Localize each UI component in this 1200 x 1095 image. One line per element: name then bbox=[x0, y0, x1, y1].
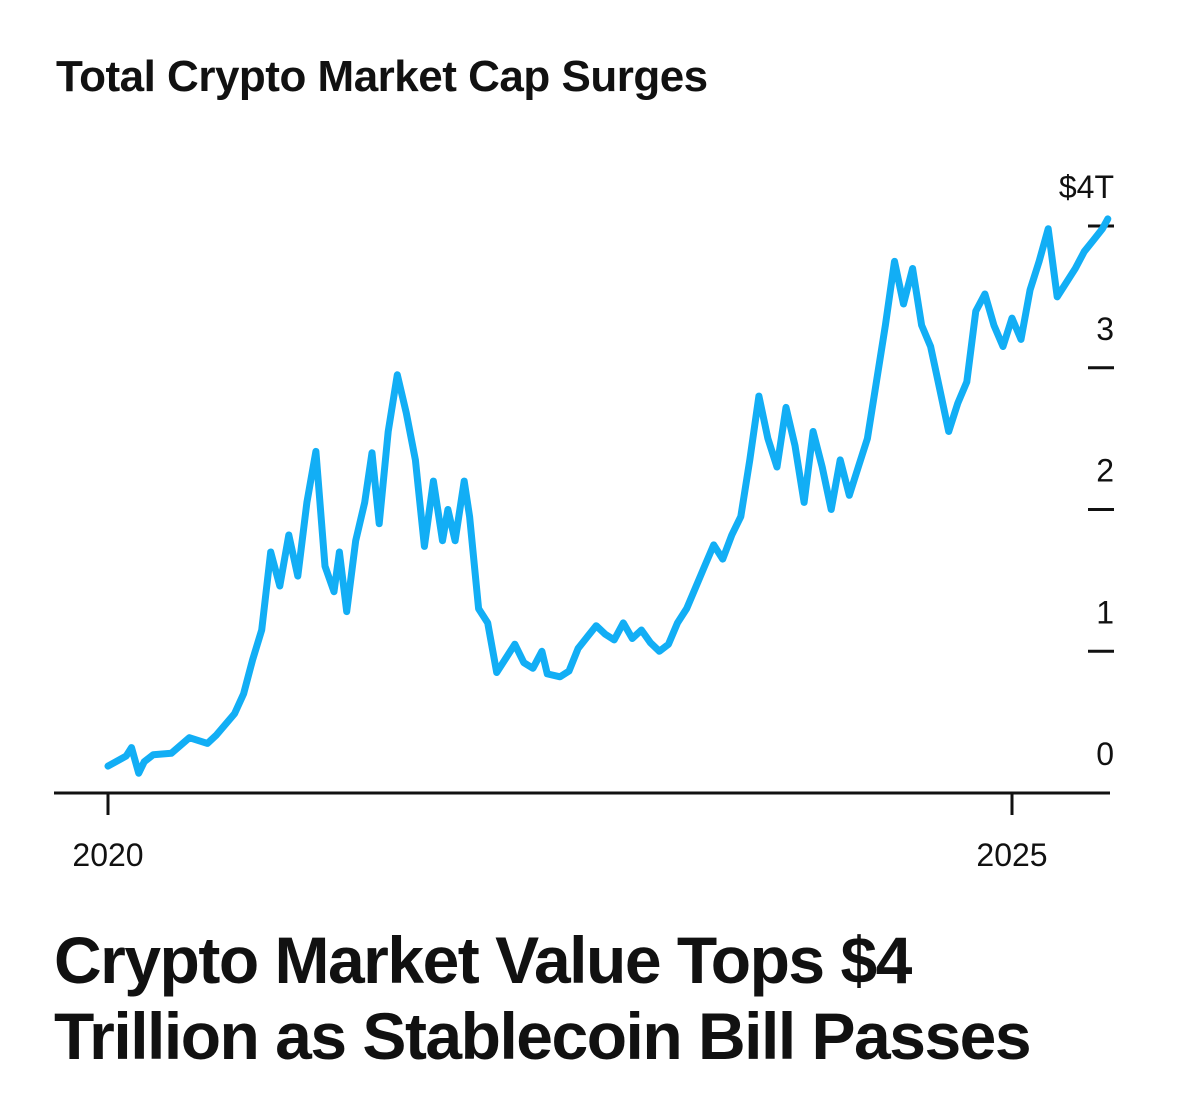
headline-line-2: Trillion as Stablecoin Bill Passes bbox=[54, 999, 1032, 1073]
y-tick-label: 3 bbox=[1096, 311, 1114, 347]
y-tick-label: 1 bbox=[1096, 594, 1114, 630]
y-tick-label: $4T bbox=[1059, 169, 1114, 205]
y-tick-label: 2 bbox=[1096, 453, 1114, 489]
x-tick-label: 2025 bbox=[976, 837, 1047, 873]
x-axis: 2020 2025 bbox=[54, 791, 1110, 873]
headline: Crypto Market Value Tops $4 Trillion as … bbox=[54, 922, 1032, 1074]
y-axis-ticks: $4T 3 2 1 0 bbox=[1059, 169, 1114, 772]
y-tick-label: 0 bbox=[1096, 736, 1114, 772]
market-cap-line bbox=[104, 215, 1112, 777]
x-tick-label: 2020 bbox=[72, 837, 143, 873]
headline-line-1: Crypto Market Value Tops $4 bbox=[54, 923, 912, 997]
market-cap-chart: $4T 3 2 1 0 2020 2025 bbox=[54, 169, 1114, 873]
chart-title: Total Crypto Market Cap Surges bbox=[56, 52, 708, 101]
